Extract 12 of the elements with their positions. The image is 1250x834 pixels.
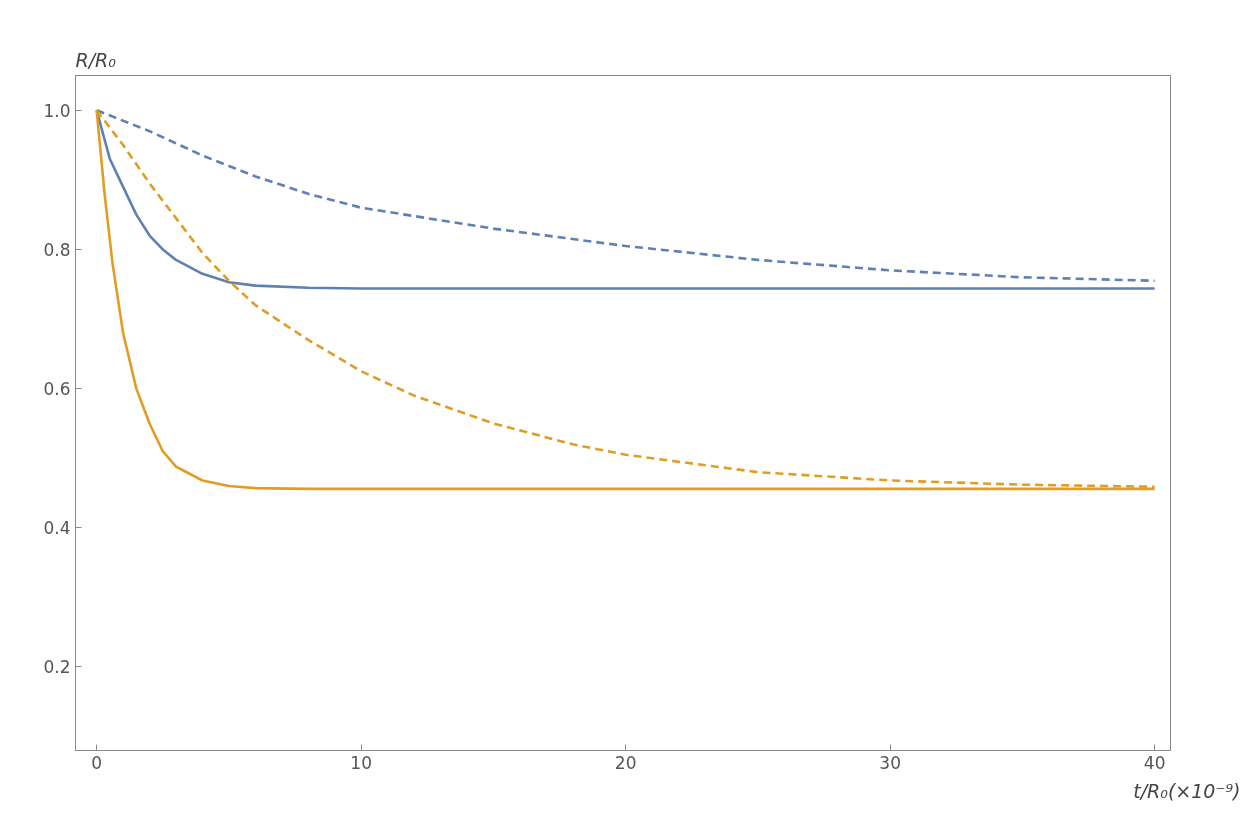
y-tick-label: 1.0: [43, 100, 71, 121]
x-axis-title: t/R₀(×10⁻⁹): [1133, 779, 1241, 802]
y-tick-label: 0.4: [43, 518, 71, 539]
x-tick-label: 10: [350, 752, 372, 773]
x-tick-label: 20: [614, 752, 637, 773]
x-tick-label: 30: [879, 752, 901, 773]
y-tick-label: 0.8: [43, 239, 71, 260]
y-axis-title: R/R₀: [75, 48, 117, 71]
x-tick-label: 40: [1143, 752, 1166, 773]
y-tick-label: 0.6: [43, 379, 71, 400]
x-tick-label: 0: [91, 752, 103, 773]
y-tick-label: 0.2: [43, 657, 71, 678]
